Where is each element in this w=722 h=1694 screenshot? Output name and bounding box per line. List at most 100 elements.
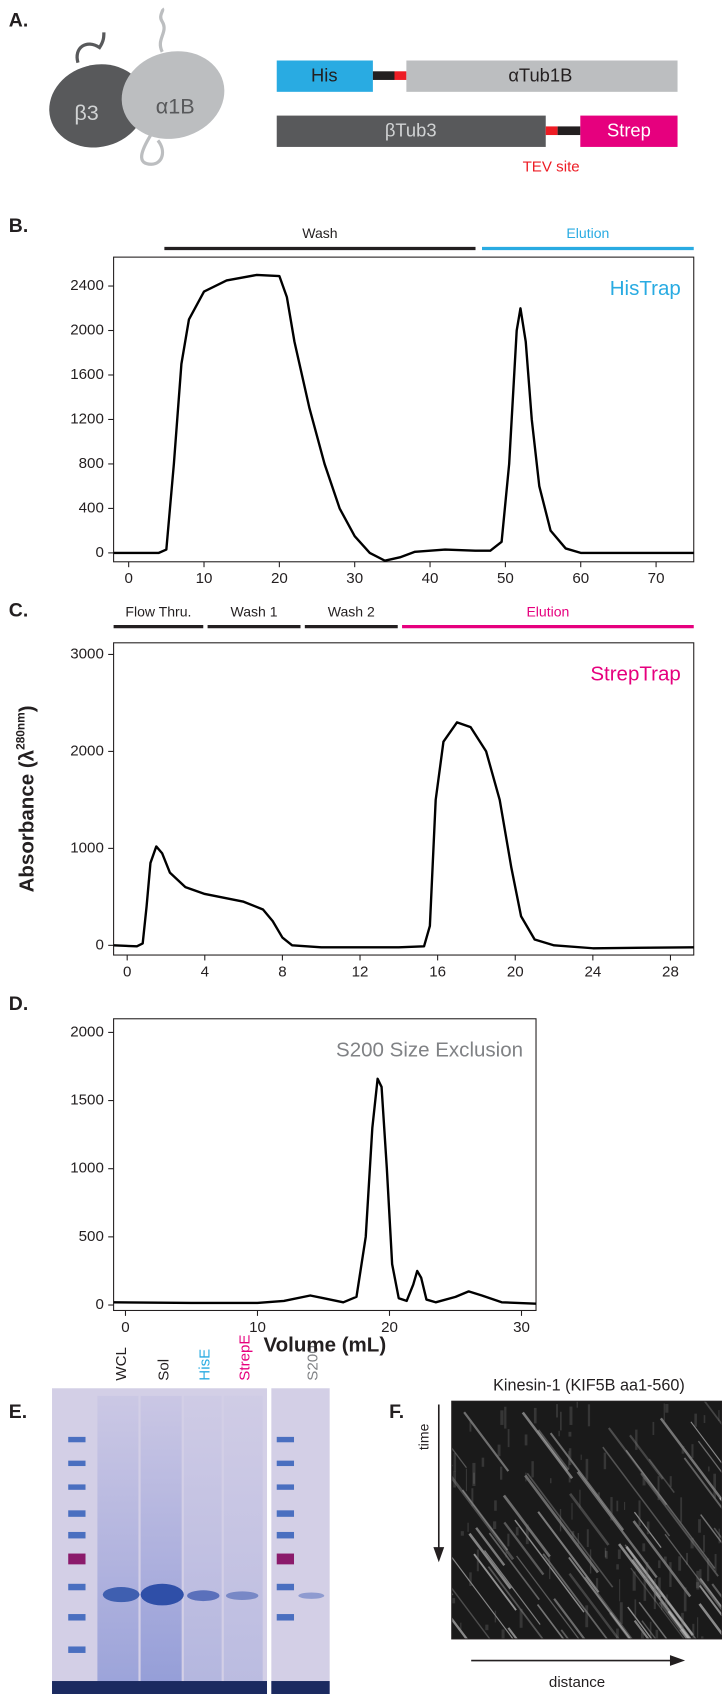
noise <box>713 1473 717 1499</box>
gel-lane <box>140 1395 182 1688</box>
noise <box>669 1562 672 1587</box>
streak <box>568 1556 632 1639</box>
y-axis-label: Absorbance (λ280nm) <box>13 705 38 892</box>
chart-title: StrepTrap <box>590 663 680 686</box>
tev-label: TEV site <box>523 158 580 175</box>
noise <box>460 1531 464 1536</box>
y-tick-label: 1500 <box>70 1092 104 1109</box>
streak <box>475 1527 506 1567</box>
noise <box>500 1410 504 1425</box>
noise <box>718 1528 720 1544</box>
ladder-band <box>276 1583 295 1591</box>
noise <box>642 1477 646 1486</box>
x-tick-label: 8 <box>278 963 286 980</box>
noise <box>576 1401 578 1408</box>
noise <box>665 1403 669 1413</box>
streak <box>542 1553 609 1639</box>
streak <box>568 1572 620 1639</box>
noise <box>635 1429 638 1450</box>
noise <box>515 1527 519 1536</box>
noise <box>580 1454 582 1460</box>
lane-label: S200 <box>304 1345 321 1380</box>
y-tick-label: 2000 <box>70 322 104 339</box>
noise <box>703 1415 706 1424</box>
his-tag <box>276 60 373 92</box>
plot-frame <box>113 1018 537 1312</box>
lane-label: StrepE <box>236 1334 253 1380</box>
dye-front <box>271 1681 330 1694</box>
streak <box>633 1511 662 1549</box>
y-tick-label: 1600 <box>70 366 104 383</box>
noise <box>549 1565 551 1580</box>
noise <box>616 1628 619 1639</box>
lane-label: HisE <box>196 1349 213 1381</box>
noise <box>548 1555 551 1565</box>
noise <box>604 1550 607 1558</box>
noise <box>678 1556 682 1571</box>
streak <box>502 1494 551 1558</box>
gel-band <box>225 1591 259 1601</box>
noise <box>694 1413 697 1427</box>
noise <box>453 1471 457 1488</box>
noise <box>649 1621 652 1639</box>
ladder-band <box>276 1553 295 1565</box>
noise <box>714 1553 717 1572</box>
lane-label: WCL <box>113 1347 130 1381</box>
noise <box>680 1497 683 1523</box>
noise <box>595 1578 599 1591</box>
noise <box>469 1572 472 1586</box>
construct-diagram: His αTub1B βTub3 Strep TEV site <box>276 60 678 175</box>
noise <box>691 1444 694 1459</box>
panel-label: C. <box>9 600 28 622</box>
noise <box>597 1492 600 1500</box>
gel-background <box>271 1388 330 1694</box>
dye-front <box>52 1681 268 1694</box>
streak <box>576 1471 658 1579</box>
noise <box>666 1594 668 1609</box>
streak <box>526 1472 614 1588</box>
tail <box>140 133 165 166</box>
y-tick-label: 0 <box>95 936 103 953</box>
x-tick-label: 0 <box>121 1319 129 1336</box>
panel-label: B. <box>9 215 28 237</box>
phase-label: Wash 1 <box>231 603 278 619</box>
chart-title: S200 Size Exclusion <box>336 1039 523 1062</box>
noise <box>460 1622 462 1630</box>
noise <box>654 1578 656 1602</box>
streak <box>629 1434 664 1480</box>
ladder-band <box>68 1614 86 1621</box>
phase-label: Elution <box>566 225 609 241</box>
ladder-band <box>68 1553 86 1565</box>
ladder-band <box>68 1436 86 1443</box>
streak <box>658 1601 689 1639</box>
axis-label: distance <box>549 1674 605 1691</box>
streak <box>698 1603 722 1636</box>
ladder-band <box>68 1484 86 1490</box>
protein-label: αTub1B <box>508 65 572 86</box>
noise <box>657 1476 660 1501</box>
streak <box>514 1519 585 1613</box>
noise <box>577 1532 580 1545</box>
plot-frame <box>113 256 695 563</box>
ladder-band <box>276 1531 295 1539</box>
streak <box>697 1440 722 1474</box>
noise <box>471 1488 474 1507</box>
streak <box>521 1411 574 1480</box>
data-line <box>113 721 694 950</box>
linker <box>394 71 407 80</box>
noise <box>696 1617 699 1638</box>
y-tick-label: 0 <box>95 544 103 561</box>
arrow-head <box>669 1655 686 1666</box>
streak <box>607 1427 668 1506</box>
strep-tag <box>580 115 678 147</box>
noise <box>617 1549 621 1559</box>
x-tick-label: 20 <box>271 570 288 587</box>
streak <box>463 1411 510 1472</box>
noise <box>646 1521 650 1535</box>
tag-label: Strep <box>607 120 651 141</box>
arrow-head <box>433 1547 445 1563</box>
axis-label: time <box>415 1423 431 1450</box>
streak <box>638 1601 668 1639</box>
streak <box>640 1472 719 1577</box>
